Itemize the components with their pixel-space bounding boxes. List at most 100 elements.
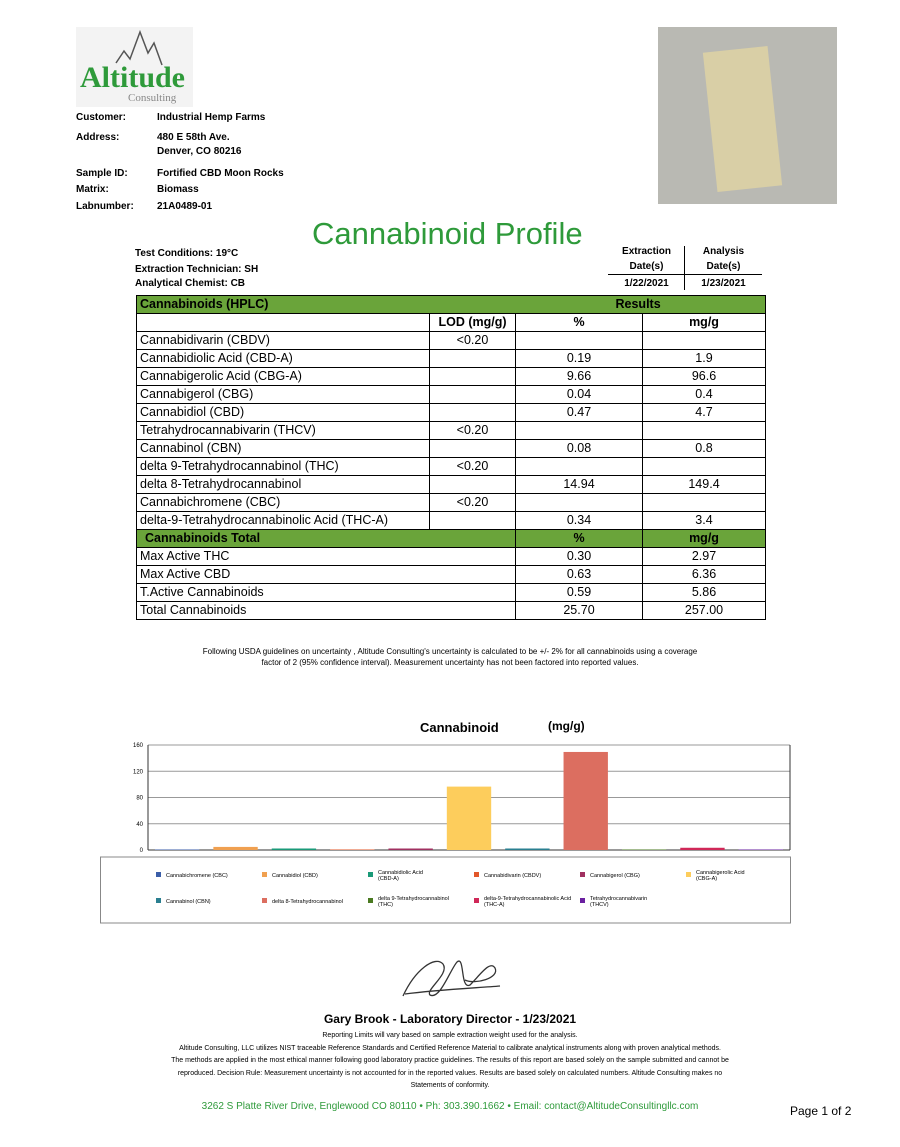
mgg: 0.4 <box>642 385 766 404</box>
mgg: 257.00 <box>642 601 766 620</box>
mgg: 4.7 <box>642 403 766 422</box>
totals-row: T.Active Cannabinoids 0.59 5.86 <box>136 583 766 602</box>
disclaimer-line: The methods are applied in the most ethi… <box>171 1057 729 1064</box>
lod: <0.20 <box>429 493 516 512</box>
y-tick-label: 120 <box>133 769 144 775</box>
chart-title: Cannabinoid <box>420 720 499 735</box>
address-label: Address: <box>76 132 120 143</box>
mgg: 149.4 <box>642 475 766 494</box>
matrix-label: Matrix: <box>76 184 109 195</box>
lod <box>429 349 516 368</box>
percent <box>515 331 643 350</box>
legend-label: delta-9-Tetrahydrocannabinolic Acid (THC-… <box>484 896 571 908</box>
analyte: delta 9-Tetrahydrocannabinol (THC) <box>136 457 430 476</box>
percent: 14.94 <box>515 475 643 494</box>
legend-label: Cannabichromene (CBC) <box>166 873 228 879</box>
legend-swatch <box>686 872 691 877</box>
table-row: Cannabichromene (CBC) <0.20 <box>136 493 766 512</box>
y-tick-label: 0 <box>140 848 144 854</box>
legend-label: Cannabidiol (CBD) <box>272 873 318 879</box>
bar <box>621 849 667 850</box>
legend-swatch <box>368 872 373 877</box>
lod <box>429 385 516 404</box>
lod: <0.20 <box>429 421 516 440</box>
note-line: factor of 2 (95% confidence interval). M… <box>261 658 639 667</box>
legend-label: Cannabidivarin (CBDV) <box>484 873 541 879</box>
percent <box>515 493 643 512</box>
extraction-technician: Extraction Technician: SH <box>135 264 259 275</box>
table-row: Cannabigerolic Acid (CBG-A) 9.66 96.6 <box>136 367 766 386</box>
lod <box>429 439 516 458</box>
analysis-label-2: Date(s) <box>706 261 741 272</box>
legend-label: Cannabidiolic Acid (CBD-A) <box>378 870 423 882</box>
total-name: Total Cannabinoids <box>136 601 516 620</box>
totals-row: Max Active CBD 0.63 6.36 <box>136 565 766 584</box>
address-line2: Denver, CO 80216 <box>157 146 242 157</box>
mgg: 1.9 <box>642 349 766 368</box>
mountain-logo-icon <box>115 29 163 66</box>
mgg: 3.4 <box>642 511 766 530</box>
test-conditions: Test Conditions: 19°C <box>135 248 239 259</box>
total-name: Max Active THC <box>136 547 516 566</box>
bar <box>271 848 317 850</box>
note-line: Following USDA guidelines on uncertainty… <box>202 647 698 656</box>
legend-swatch <box>474 898 479 903</box>
labnumber-label: Labnumber: <box>76 201 134 212</box>
percent <box>515 421 643 440</box>
y-tick-label: 160 <box>133 743 144 749</box>
percent: 0.59 <box>515 583 643 602</box>
results-table: Cannabinoids (HPLC) Results LOD (mg/g)% mg… <box>136 295 766 620</box>
mgg <box>642 421 766 440</box>
sample-id-label: Sample ID: <box>76 168 128 179</box>
analytical-chemist: Analytical Chemist: CB <box>135 278 246 289</box>
percent: 9.66 <box>515 367 643 386</box>
col-percent: % <box>515 313 643 332</box>
mgg: 0.8 <box>642 439 766 458</box>
logo: Altitude Consulting <box>76 27 193 107</box>
disclaimer-line: reproduced. Decision Rule: Measurement u… <box>177 1069 723 1077</box>
percent: 0.47 <box>515 403 643 422</box>
analyte: Cannabinol (CBN) <box>136 439 430 458</box>
mgg: 6.36 <box>642 565 766 584</box>
percent: 0.08 <box>515 439 643 458</box>
table-row: Cannabidiol (CBD) 0.47 4.7 <box>136 403 766 422</box>
chart-title-unit: (mg/g) <box>548 719 585 733</box>
y-tick-label: 80 <box>136 796 143 802</box>
col-mgg: mg/g <box>642 313 766 332</box>
legend-label: Cannabigerolic Acid (CBG-A) <box>696 870 745 882</box>
labnumber-value: 21A0489-01 <box>157 201 213 212</box>
y-tick-label: 40 <box>136 822 143 828</box>
contact-info: 3262 S Platte River Drive, Englewood CO … <box>201 1101 699 1112</box>
legend-swatch <box>580 872 585 877</box>
results-header: Results <box>515 295 766 314</box>
lod <box>429 367 516 386</box>
total-name: T.Active Cannabinoids <box>136 583 516 602</box>
totals-col-mgg: mg/g <box>642 529 766 548</box>
legend-swatch <box>262 872 267 877</box>
extraction-date: 1/22/2021 <box>624 278 669 289</box>
bar <box>505 848 550 850</box>
logo-name: Altitude <box>80 61 185 94</box>
table-row: delta-9-Tetrahydrocannabinolic Acid (THC… <box>136 511 766 530</box>
disclaimer-line: Statements of conformity. <box>410 1082 490 1089</box>
extraction-label-2: Date(s) <box>629 261 664 272</box>
mgg: 5.86 <box>642 583 766 602</box>
legend-label: Tetrahydrocannabivarin (THCV) <box>590 896 647 908</box>
table-row: delta 8-Tetrahydrocannabinol 14.94 149.4 <box>136 475 766 494</box>
mgg: 96.6 <box>642 367 766 386</box>
logo-sub: Consulting <box>128 92 177 104</box>
analyte: Cannabichromene (CBC) <box>136 493 430 512</box>
table-row: Cannabidiolic Acid (CBD-A) 0.19 1.9 <box>136 349 766 368</box>
analyte: delta 8-Tetrahydrocannabinol <box>136 475 430 494</box>
cannabinoid-bar-chart: 0 40 80 120 160 Cannabichromene (CBC) Cannabid… <box>100 743 791 924</box>
percent: 0.04 <box>515 385 643 404</box>
percent: 0.34 <box>515 511 643 530</box>
mgg: 2.97 <box>642 547 766 566</box>
totals-row: Max Active THC 0.30 2.97 <box>136 547 766 566</box>
percent: 0.63 <box>515 565 643 584</box>
legend-label: delta 9-Tetrahydrocannabinol (THC) <box>378 896 449 908</box>
table-row: Tetrahydrocannabivarin (THCV) <0.20 <box>136 421 766 440</box>
uncertainty-note: Following USDA guidelines on uncertainty… <box>0 646 900 668</box>
legend-swatch <box>156 872 161 877</box>
